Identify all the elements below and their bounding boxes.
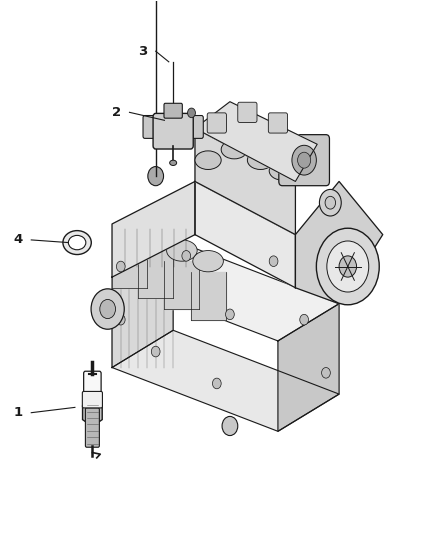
Circle shape [292,146,316,175]
Polygon shape [112,330,339,431]
Ellipse shape [195,151,221,169]
FancyBboxPatch shape [238,102,257,123]
Circle shape [339,256,357,277]
FancyBboxPatch shape [279,135,329,185]
Circle shape [187,108,195,118]
Ellipse shape [68,236,86,250]
Polygon shape [164,261,199,309]
Ellipse shape [221,140,247,159]
Circle shape [226,309,234,320]
Ellipse shape [63,231,91,255]
Polygon shape [82,399,102,426]
Circle shape [321,368,330,378]
Circle shape [117,261,125,272]
Circle shape [269,256,278,266]
Polygon shape [112,240,173,368]
Polygon shape [278,304,339,431]
Polygon shape [191,272,226,320]
Polygon shape [112,181,195,277]
Ellipse shape [166,240,197,261]
Circle shape [222,416,238,435]
Polygon shape [195,128,295,235]
Text: 4: 4 [13,233,22,246]
Text: 2: 2 [112,106,121,119]
Ellipse shape [247,151,274,169]
Polygon shape [112,240,147,288]
Polygon shape [138,251,173,298]
FancyBboxPatch shape [153,114,193,149]
Ellipse shape [193,251,223,272]
FancyBboxPatch shape [82,391,102,408]
Text: 3: 3 [138,45,147,58]
Ellipse shape [269,161,295,180]
FancyBboxPatch shape [84,371,101,398]
Ellipse shape [170,160,177,165]
Circle shape [319,189,341,216]
Ellipse shape [141,229,171,251]
FancyBboxPatch shape [187,116,203,139]
FancyBboxPatch shape [268,113,288,133]
Text: 1: 1 [14,406,22,419]
Polygon shape [195,102,317,181]
Polygon shape [295,181,383,304]
FancyBboxPatch shape [85,408,99,447]
Polygon shape [112,240,339,341]
Circle shape [100,300,116,319]
FancyBboxPatch shape [143,116,159,139]
Circle shape [91,289,124,329]
Circle shape [212,378,221,389]
Circle shape [151,346,160,357]
Ellipse shape [114,219,145,240]
Circle shape [297,152,311,168]
Circle shape [182,251,191,261]
Polygon shape [195,181,295,288]
Circle shape [300,314,308,325]
Circle shape [316,228,379,305]
Circle shape [325,196,336,209]
Circle shape [148,166,163,185]
Circle shape [327,241,369,292]
FancyBboxPatch shape [164,103,182,118]
Circle shape [117,314,125,325]
FancyBboxPatch shape [207,113,226,133]
